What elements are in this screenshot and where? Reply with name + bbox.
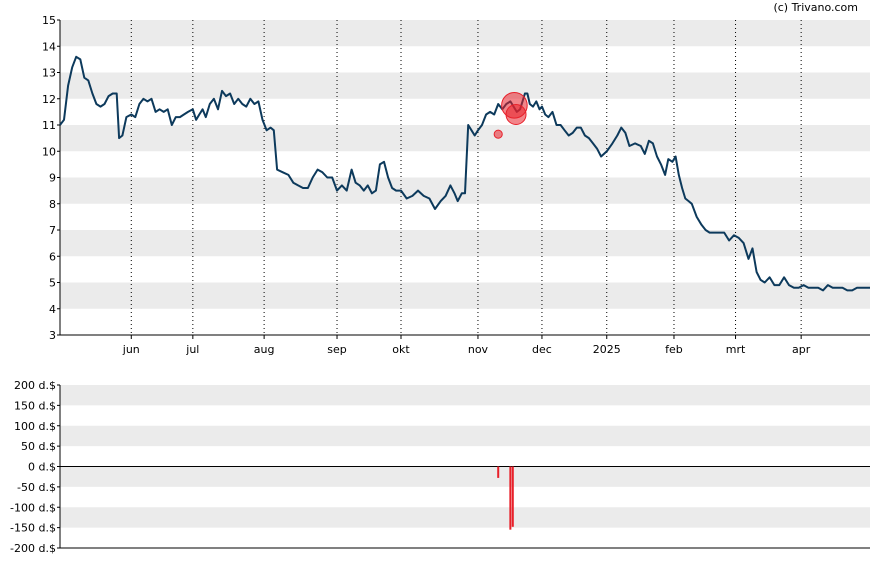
- x-tick-label: aug: [254, 343, 275, 356]
- grid-band: [60, 466, 870, 487]
- transaction-bar: [511, 466, 514, 527]
- y-tick-label: 4: [49, 303, 56, 316]
- y-tick-label: 15: [42, 14, 56, 27]
- y-tick-label: -50 d.$: [17, 481, 56, 494]
- y-tick-label: 14: [42, 40, 56, 53]
- transaction-marker: [493, 129, 503, 139]
- grid-band: [60, 20, 870, 47]
- grid-band: [60, 282, 870, 309]
- y-tick-label: 7: [49, 224, 56, 237]
- x-tick-label: okt: [392, 343, 410, 356]
- y-tick-label: 9: [49, 172, 56, 185]
- transaction-bar: [509, 466, 512, 530]
- y-tick-label: 5: [49, 277, 56, 290]
- grid-band: [60, 507, 870, 528]
- x-tick-label: jun: [122, 343, 140, 356]
- y-tick-label: -100 d.$: [10, 501, 56, 514]
- y-tick-label: 8: [49, 198, 56, 211]
- grid-band: [60, 230, 870, 257]
- transaction-marker: [505, 104, 527, 125]
- grid-band: [60, 72, 870, 99]
- x-tick-label: jul: [185, 343, 199, 356]
- grid-band: [60, 425, 870, 447]
- y-tick-label: 6: [49, 250, 56, 263]
- credit-label: (c) Trivano.com: [773, 1, 858, 14]
- y-tick-label: 150 d.$: [14, 399, 56, 412]
- y-tick-label: 12: [42, 93, 56, 106]
- x-tick-label: dec: [532, 343, 552, 356]
- x-tick-label: 2025: [593, 343, 621, 356]
- grid-band: [60, 125, 870, 152]
- y-tick-label: 0 d.$: [28, 461, 56, 474]
- x-tick-label: nov: [468, 343, 489, 356]
- y-tick-label: -200 d.$: [10, 542, 56, 555]
- y-tick-label: 3: [49, 329, 56, 342]
- y-tick-label: 11: [42, 119, 56, 132]
- x-tick-label: sep: [327, 343, 346, 356]
- price-line: [59, 55, 870, 292]
- y-tick-label: 100 d.$: [14, 420, 56, 433]
- y-tick-label: 200 d.$: [14, 379, 56, 392]
- x-tick-label: mrt: [726, 343, 746, 356]
- y-tick-label: 13: [42, 67, 56, 80]
- x-tick-label: apr: [792, 343, 811, 356]
- y-tick-label: 10: [42, 145, 56, 158]
- transaction-bar: [497, 466, 500, 478]
- y-tick-label: -150 d.$: [10, 522, 56, 535]
- x-tick-label: feb: [665, 343, 683, 356]
- y-tick-label: 50 d.$: [21, 440, 56, 453]
- grid-band: [60, 385, 870, 406]
